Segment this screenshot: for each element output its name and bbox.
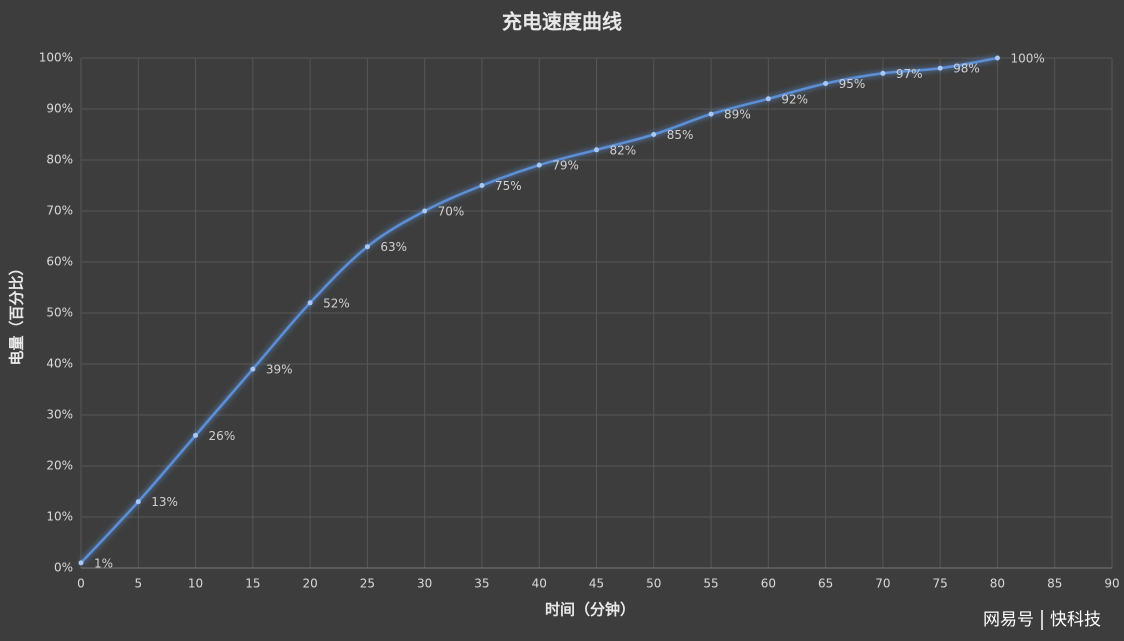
y-tick-label: 60%	[46, 255, 73, 269]
y-tick-label: 80%	[46, 153, 73, 167]
data-label: 85%	[667, 128, 694, 142]
x-tick-label: 35	[474, 577, 489, 591]
data-label: 100%	[1010, 52, 1044, 66]
data-point	[823, 81, 829, 86]
y-tick-label: 70%	[46, 204, 73, 218]
y-tick-label: 30%	[46, 408, 73, 422]
y-tick-label: 40%	[46, 357, 73, 371]
source-label: 网易号	[983, 610, 1034, 630]
x-tick-label: 10	[188, 577, 203, 591]
chart-title: 充电速度曲线	[502, 10, 622, 34]
data-point	[135, 499, 141, 505]
data-point	[250, 366, 256, 372]
data-label: 1%	[94, 556, 113, 570]
x-tick-label: 15	[245, 577, 260, 591]
x-tick-label: 20	[302, 577, 317, 591]
data-label: 39%	[266, 363, 293, 377]
y-tick-label: 100%	[39, 51, 73, 65]
x-tick-label: 50	[646, 577, 661, 591]
data-label: 75%	[495, 179, 522, 193]
data-line	[80, 56, 998, 564]
data-label: 70%	[438, 205, 465, 219]
x-tick-label: 75	[933, 577, 948, 591]
y-tick-label: 0%	[54, 561, 73, 575]
y-tick-label: 10%	[46, 510, 73, 524]
data-label: 92%	[781, 92, 808, 106]
y-tick-label: 50%	[46, 306, 73, 320]
data-point	[193, 432, 199, 438]
data-label: 63%	[380, 240, 407, 254]
x-axis-title: 时间（分钟）	[545, 601, 635, 619]
x-tick-label: 65	[818, 577, 833, 591]
data-point	[422, 208, 428, 214]
x-tick-label: 70	[875, 577, 890, 591]
data-label: 82%	[610, 143, 637, 157]
x-tick-label: 55	[703, 577, 718, 591]
data-label: 95%	[839, 77, 866, 91]
data-point	[364, 244, 370, 250]
data-point	[78, 560, 84, 566]
x-tick-label: 85	[1047, 577, 1062, 591]
y-tick-label: 90%	[46, 102, 73, 116]
x-tick-label: 0	[77, 577, 85, 591]
x-tick-label: 30	[417, 577, 432, 591]
x-tick-label: 80	[990, 577, 1005, 591]
y-tick-label: 20%	[46, 459, 73, 473]
data-point	[994, 55, 1000, 61]
data-point	[536, 162, 542, 168]
source-label: 快科技	[1050, 610, 1101, 630]
data-point	[307, 300, 313, 306]
data-label: 98%	[953, 62, 980, 76]
data-point	[651, 132, 657, 137]
data-point	[594, 147, 599, 153]
data-point	[765, 96, 771, 102]
data-label: 52%	[323, 296, 350, 310]
data-point	[479, 183, 485, 188]
data-label: 13%	[151, 495, 178, 509]
y-axis-title: 电量（百分比）	[8, 260, 26, 365]
data-label: 97%	[896, 67, 923, 81]
data-label: 89%	[724, 108, 751, 122]
x-tick-label: 45	[589, 577, 604, 591]
x-tick-label: 60	[761, 577, 776, 591]
data-point	[880, 70, 886, 76]
data-label: 79%	[552, 159, 579, 173]
data-point	[937, 65, 943, 71]
data-label: 26%	[209, 429, 236, 443]
x-tick-label: 5	[134, 577, 142, 591]
x-tick-label: 25	[360, 577, 375, 591]
x-tick-label: 90	[1104, 577, 1119, 591]
x-tick-label: 40	[532, 577, 547, 591]
data-point	[708, 111, 714, 117]
